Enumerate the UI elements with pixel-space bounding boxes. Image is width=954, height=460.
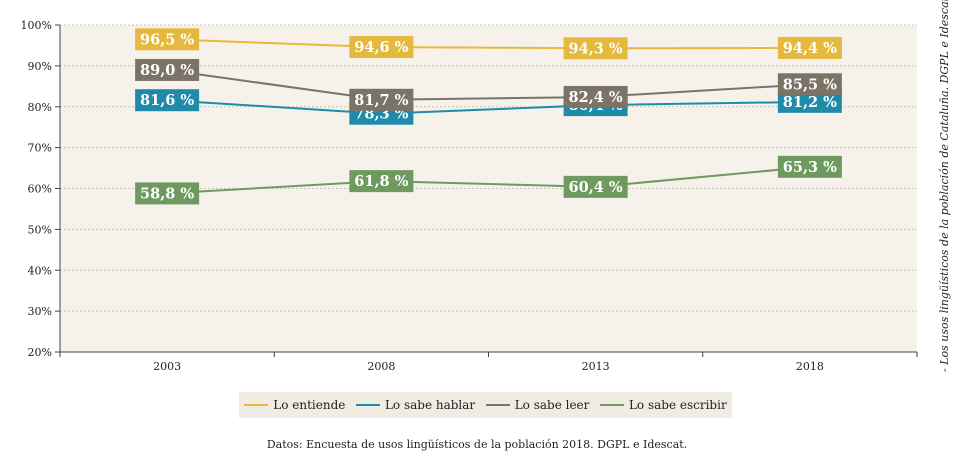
data-label: 58,8 % [140, 185, 194, 202]
line-chart: 20% 30% 40% 50% 60% 70% 80% 90% 100% 2003 2008 2013… [21, 19, 918, 373]
x-tick-label: 2003 [153, 360, 181, 373]
legend-swatch-lo-sabe-hablar [355, 404, 380, 406]
data-label: 61,8 % [354, 173, 408, 190]
data-label: 85,5 % [783, 76, 837, 93]
data-label: 60,4 % [569, 179, 623, 196]
legend-label: Lo sabe hablar [384, 398, 476, 412]
legend-item-lo-sabe-hablar: Lo sabe hablar [355, 398, 476, 412]
legend-label: Lo entiende [273, 398, 346, 412]
y-tick-label: 80% [28, 101, 52, 114]
series-line-0 [167, 38, 810, 50]
side-note: - Los usos lingüísticos de la población … [938, 0, 951, 372]
x-tick-label: 2008 [367, 360, 395, 373]
legend-label: Lo sabe leer [514, 398, 590, 412]
series-line-2 [166, 68, 810, 101]
legend-item-lo-sabe-escribir: Lo sabe escribir [599, 398, 727, 412]
data-label-box [777, 73, 842, 96]
series-line-1 [167, 99, 810, 115]
y-tick-label: 40% [28, 264, 52, 277]
data-label-box [777, 36, 842, 59]
data-label: 94,6 % [354, 39, 408, 56]
data-label-box [777, 155, 842, 178]
data-label: 94,4 % [783, 40, 837, 57]
legend-swatch-lo-sabe-leer [485, 404, 510, 406]
data-label-box [563, 85, 628, 108]
data-label-box [563, 37, 628, 60]
y-tick-label: 20% [28, 346, 52, 359]
y-tick-label: 30% [28, 305, 52, 318]
y-tick-label: 60% [28, 183, 52, 196]
legend-item-lo-entiende: Lo entiende [244, 398, 345, 412]
legend-swatch-lo-sabe-escribir [599, 404, 624, 406]
legend-swatch-lo-entiende [244, 404, 269, 406]
series-line-3 [167, 165, 810, 195]
data-label-box [135, 89, 200, 112]
data-label: 82,4 % [569, 89, 623, 106]
x-tick-label: 2018 [796, 360, 824, 373]
data-label-box [563, 175, 628, 198]
data-label: 96,5 % [140, 31, 194, 48]
data-label-box [349, 88, 414, 111]
data-label-box [135, 28, 200, 51]
data-label-box [777, 90, 842, 113]
data-label: 81,2 % [783, 94, 837, 111]
data-label-box [349, 170, 414, 193]
y-tick-label: 50% [28, 223, 52, 236]
data-label-box [135, 58, 200, 81]
data-label: 94,3 % [569, 40, 623, 57]
data-label-box [135, 182, 200, 205]
x-tick-label: 2013 [582, 360, 610, 373]
y-tick-label: 100% [21, 19, 52, 32]
data-label: 81,7 % [354, 92, 408, 109]
data-label-box [349, 36, 414, 59]
legend-label: Lo sabe escribir [628, 398, 727, 412]
legend: Lo entiende Lo sabe hablar Lo sabe leer … [239, 392, 732, 418]
data-label: 65,3 % [783, 159, 837, 176]
source-note: Datos: Encuesta de usos lingüísticos de … [266, 438, 688, 451]
y-tick-label: 70% [28, 142, 52, 155]
legend-item-lo-sabe-leer: Lo sabe leer [485, 398, 590, 412]
y-tick-label: 90% [28, 60, 52, 73]
data-label: 89,0 % [140, 62, 194, 79]
data-label: 81,6 % [140, 92, 194, 109]
